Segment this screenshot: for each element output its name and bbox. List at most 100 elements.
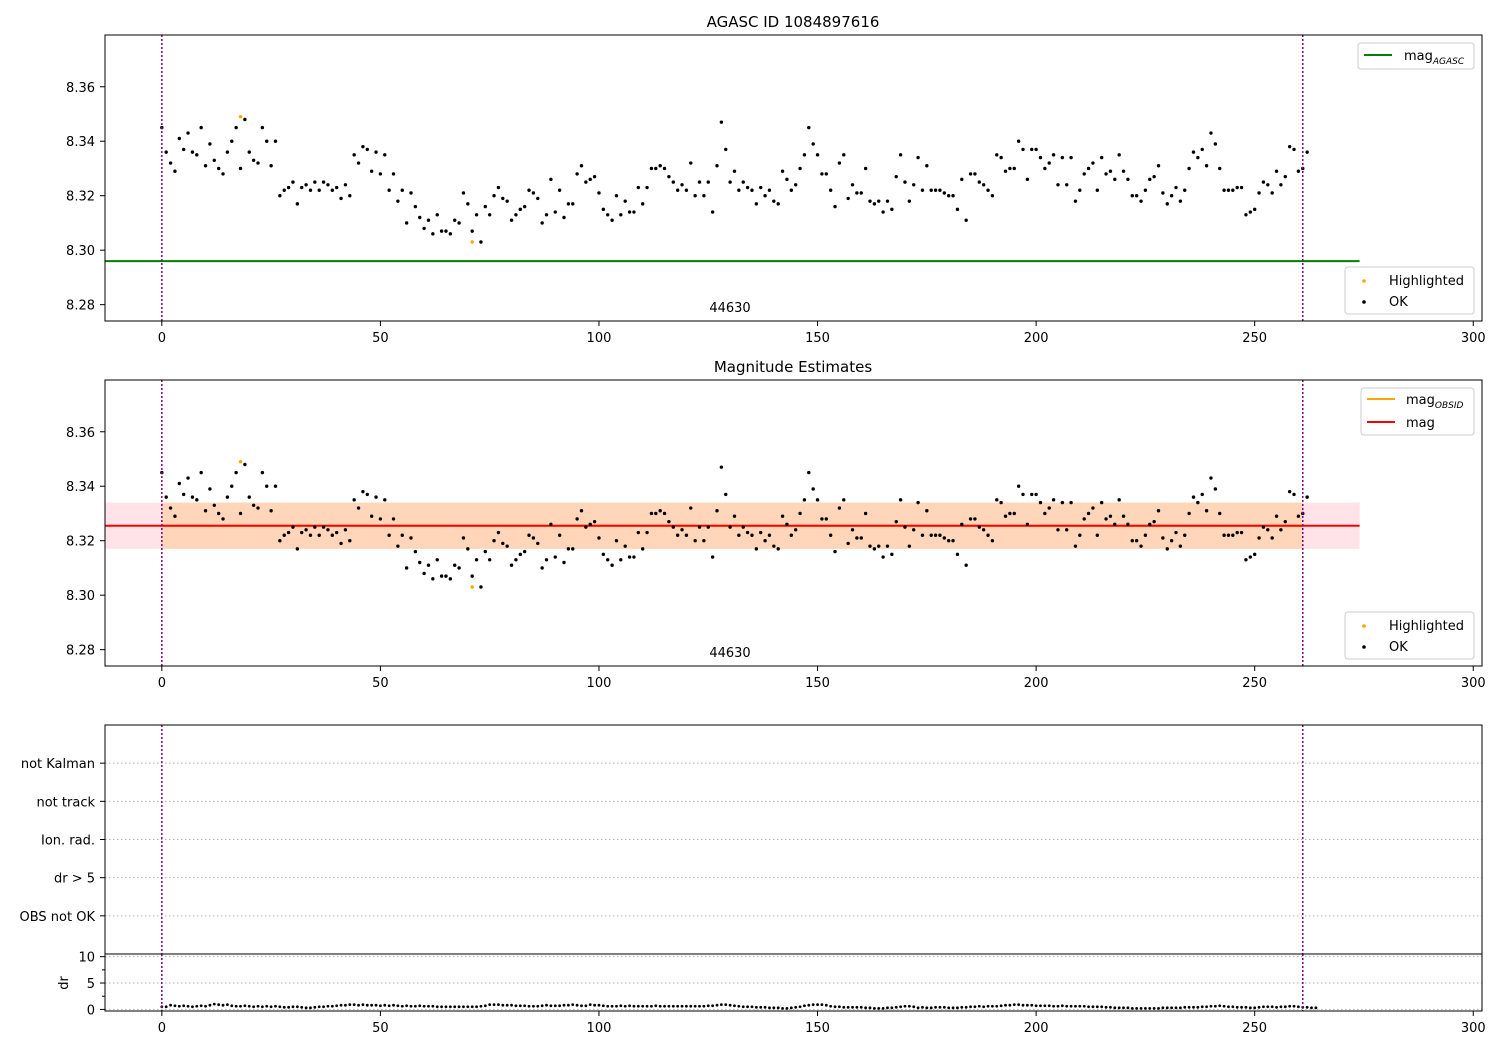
data-point-ok xyxy=(483,549,488,554)
legend-bottom: Highlighted OK xyxy=(1344,266,1475,315)
data-point-ok xyxy=(251,158,256,162)
data-point-dr xyxy=(851,1005,854,1009)
data-point-ok xyxy=(1021,492,1025,497)
data-point-ok xyxy=(697,525,702,529)
data-point-dr xyxy=(1248,1006,1252,1010)
data-point-ok xyxy=(737,533,741,537)
data-point-dr xyxy=(173,1004,177,1008)
data-point-ok xyxy=(597,536,601,540)
data-point-ok xyxy=(177,481,182,486)
data-point-ok xyxy=(1279,183,1283,187)
data-point-dr xyxy=(1122,1006,1125,1010)
data-point-ok xyxy=(352,153,356,157)
data-point-dr xyxy=(654,1004,658,1008)
data-point-dr xyxy=(960,1005,964,1009)
data-point-dr xyxy=(1192,1005,1195,1009)
data-point-ok xyxy=(400,188,404,192)
data-point-ok xyxy=(1235,530,1239,535)
data-point-ok xyxy=(199,125,203,130)
y-tick-label: 8.32 xyxy=(66,535,95,550)
data-point-ok xyxy=(654,166,658,171)
data-point-dr xyxy=(719,1003,723,1007)
data-point-dr xyxy=(204,1004,207,1008)
data-point-dr xyxy=(1161,1006,1165,1010)
data-point-ok xyxy=(960,522,964,527)
data-point-dr xyxy=(260,1005,264,1009)
data-point-dr xyxy=(807,1003,811,1007)
data-point-ok xyxy=(1069,500,1073,505)
data-point-dr xyxy=(1074,1004,1077,1008)
data-point-ok xyxy=(680,183,684,187)
data-point-ok xyxy=(466,547,470,551)
data-point-ok xyxy=(610,563,614,567)
data-point-ok xyxy=(820,517,824,521)
y-tick-label: 8.30 xyxy=(66,244,95,259)
flags-panel: OBS not OK dr > 5 Ion. rad. not track not Ka… xyxy=(20,724,1483,955)
data-point-ok xyxy=(785,177,789,182)
data-point-ok xyxy=(487,213,492,217)
data-point-ok xyxy=(334,530,339,535)
data-point-ok xyxy=(1204,509,1209,513)
data-point-ok xyxy=(536,541,540,546)
data-point-dr xyxy=(947,1006,951,1010)
data-point-dr xyxy=(365,1003,369,1007)
data-point-ok xyxy=(881,210,885,214)
data-point-dr xyxy=(999,1004,1003,1008)
data-point-ok xyxy=(833,549,837,554)
data-point-ok xyxy=(916,500,920,505)
data-point-dr xyxy=(571,1003,575,1007)
data-point-ok xyxy=(557,533,562,537)
data-point-dr xyxy=(352,1003,356,1007)
data-point-ok xyxy=(776,547,780,551)
data-point-dr xyxy=(1052,1004,1055,1008)
data-point-dr xyxy=(1213,1004,1217,1008)
data-point-ok xyxy=(173,514,177,518)
data-point-ok xyxy=(1003,514,1008,518)
data-point-dr xyxy=(453,1005,457,1009)
data-point-dr xyxy=(794,1005,798,1009)
data-point-dr xyxy=(803,1004,806,1008)
data-point-ok xyxy=(1143,533,1148,537)
data-point-dr xyxy=(1187,1005,1191,1009)
data-point-dr xyxy=(1030,1003,1034,1007)
data-point-ok xyxy=(1016,484,1021,488)
data-point-ok xyxy=(1108,169,1113,173)
data-point-ok xyxy=(286,185,291,190)
data-point-ok xyxy=(439,574,444,578)
data-point-ok xyxy=(1231,188,1235,192)
data-point-dr xyxy=(566,1003,570,1007)
data-point-ok xyxy=(1095,533,1100,537)
data-point-ok xyxy=(973,517,977,521)
legend-label-highlighted: Highlighted xyxy=(1389,619,1464,634)
data-point-dr xyxy=(702,1004,706,1008)
data-point-dr xyxy=(431,1004,435,1008)
data-point-ok xyxy=(724,147,728,152)
data-point-ok xyxy=(960,177,964,182)
data-point-ok xyxy=(404,566,409,570)
data-point-dr xyxy=(706,1004,710,1008)
data-point-ok xyxy=(208,142,212,146)
data-point-ok xyxy=(680,528,684,532)
data-point-ok xyxy=(1012,511,1016,516)
data-point-ok xyxy=(540,566,544,570)
data-point-ok xyxy=(334,185,339,190)
data-point-dr xyxy=(239,1004,242,1008)
data-point-ok xyxy=(369,514,374,518)
data-point-ok xyxy=(684,533,689,537)
data-point-dr xyxy=(859,1005,863,1009)
data-point-dr xyxy=(951,1006,955,1010)
data-point-dr xyxy=(1043,1004,1047,1008)
data-point-dr xyxy=(177,1004,181,1008)
data-point-ok xyxy=(946,539,951,543)
data-point-dr xyxy=(864,1006,868,1010)
data-point-ok xyxy=(636,530,641,535)
data-point-ok xyxy=(1270,536,1274,540)
data-point-dr xyxy=(322,1005,325,1009)
data-point-dr xyxy=(986,1004,990,1008)
data-point-ok xyxy=(1252,552,1257,557)
data-point-dr xyxy=(256,1004,260,1008)
data-point-ok xyxy=(356,161,361,165)
data-point-dr xyxy=(1034,1004,1038,1008)
data-point-ok xyxy=(715,164,719,168)
data-point-ok xyxy=(662,166,667,171)
